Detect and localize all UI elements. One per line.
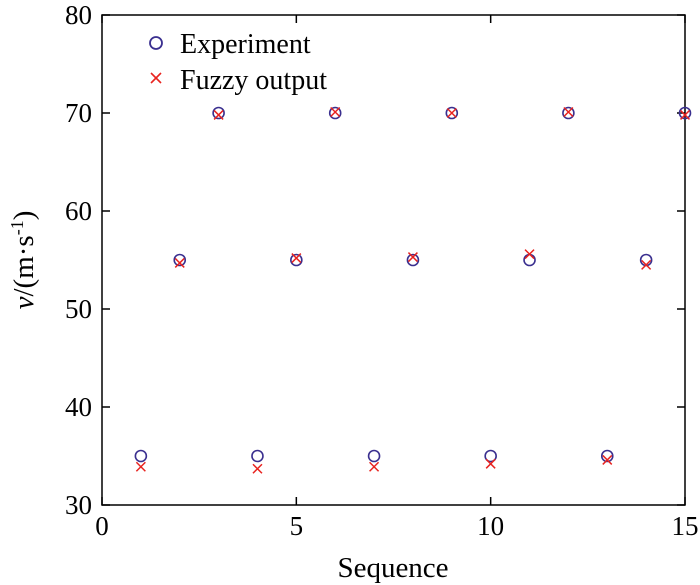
y-tick-label: 60 <box>65 196 92 226</box>
fuzzy-output-point <box>641 259 652 270</box>
experiment-point <box>406 253 420 267</box>
legend-label-experiment: Experiment <box>180 29 311 60</box>
y-tick-label: 40 <box>65 392 92 422</box>
y-axis-unit-exponent: -1 <box>7 220 27 235</box>
experiment-point <box>328 106 342 120</box>
experiment-point <box>523 253 536 267</box>
y-tick-label: 30 <box>65 490 92 520</box>
experiment-point <box>134 449 148 463</box>
fuzzy-output-point <box>174 257 185 268</box>
y-tick-label: 50 <box>65 294 92 324</box>
legend: Experiment Fuzzy output <box>149 29 327 96</box>
fuzzy-output-point <box>563 106 574 118</box>
y-axis-title: v/(m·s-1) <box>7 211 40 310</box>
x-axis-title: Sequence <box>337 552 448 584</box>
legend-x-marker <box>150 72 162 84</box>
series-1 <box>135 106 691 474</box>
y-axis-unit-close: ) <box>8 211 40 221</box>
axis-tick-labels: 0 5 10 15 30 40 50 60 70 80 <box>65 0 699 541</box>
experiment-point <box>562 106 575 120</box>
legend-label-fuzzy-output: Fuzzy output <box>180 65 327 96</box>
series-0 <box>134 106 692 463</box>
axis-ticks <box>101 14 686 506</box>
x-tick-label: 10 <box>477 511 504 541</box>
fuzzy-output-point <box>524 249 535 260</box>
experiment-point <box>212 106 225 120</box>
fuzzy-output-point <box>291 253 302 264</box>
experiment-point <box>367 449 381 463</box>
y-axis-unit: /(m·s <box>8 235 40 296</box>
data-marks <box>134 106 692 474</box>
fuzzy-output-point <box>446 107 457 119</box>
legend-circle-marker <box>149 36 163 50</box>
experiment-point <box>173 253 187 267</box>
plot-frame <box>101 14 686 506</box>
experiment-point <box>251 449 264 463</box>
experiment-point <box>484 449 497 463</box>
x-tick-label: 5 <box>290 511 304 541</box>
experiment-point <box>290 253 303 267</box>
fuzzy-output-point <box>602 454 613 465</box>
y-axis-variable: v <box>8 296 40 309</box>
experiment-point <box>445 106 459 120</box>
fuzzy-output-point <box>485 458 496 469</box>
x-tick-label: 0 <box>95 511 109 541</box>
experiment-point <box>678 106 692 120</box>
fuzzy-output-point <box>679 109 691 120</box>
x-tick-label: 15 <box>672 511 699 541</box>
fuzzy-output-point <box>407 252 418 263</box>
y-tick-label: 70 <box>65 98 92 128</box>
fuzzy-output-point <box>135 461 146 472</box>
fuzzy-output-point <box>369 461 380 472</box>
experiment-point <box>600 449 614 463</box>
fuzzy-output-point <box>213 109 224 120</box>
y-tick-label: 80 <box>65 0 92 30</box>
fuzzy-output-point <box>330 106 341 118</box>
fuzzy-output-point <box>252 463 263 474</box>
